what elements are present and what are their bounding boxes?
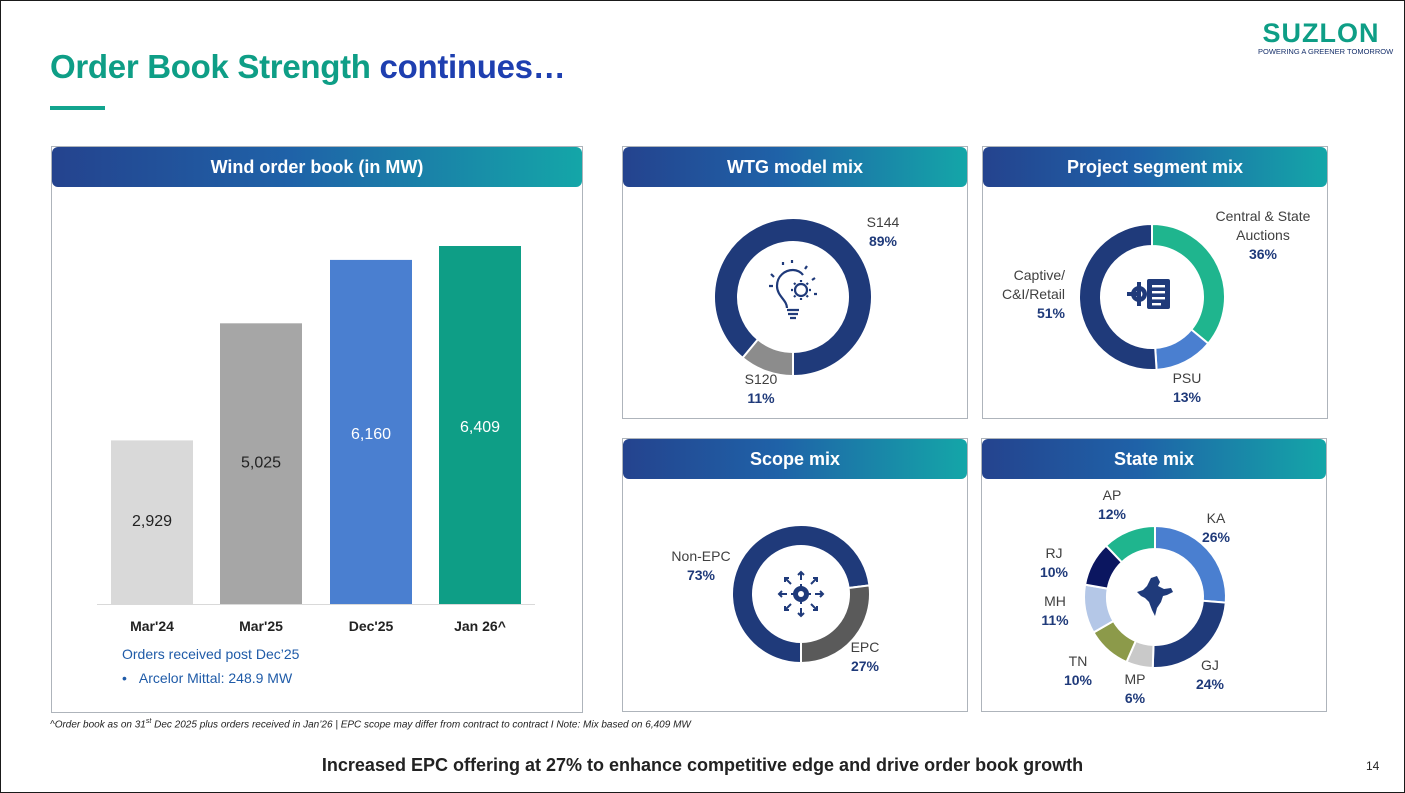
page-number: 14: [1366, 759, 1380, 773]
slice-pct: 6%: [1125, 690, 1146, 706]
gear-arrows-icon: [777, 570, 825, 618]
footnote: ^Order book as on 31st Dec 2025 plus ord…: [50, 718, 691, 730]
slice-pct: 73%: [687, 567, 716, 583]
title-part-1: Order Book Strength: [50, 48, 371, 85]
slice-captive-c-i-retail: [1078, 222, 1158, 371]
page-title: Order Book Strength continues…: [50, 48, 566, 86]
x-tick-label: Mar'25: [239, 618, 283, 634]
slice-label: Central & State: [1216, 208, 1311, 224]
x-tick-label: Mar'24: [130, 618, 174, 634]
suzlon-logo: SUZLON POWERING A GREENER TOMORROW: [1258, 18, 1394, 57]
slice-pct: 24%: [1196, 676, 1225, 692]
bar-dec-25: [330, 259, 412, 604]
footnote-sup: st: [145, 718, 152, 725]
order-book-header: Wind order book (in MW): [52, 147, 582, 187]
india-map-icon: [1137, 576, 1173, 616]
bar-mar-25: [220, 323, 302, 604]
slice-pct: 51%: [1037, 305, 1066, 321]
slice-label: RJ: [1045, 545, 1062, 561]
bullet-icon: •: [122, 670, 127, 686]
slice-pct: 12%: [1098, 506, 1127, 522]
bar-value-label: 6,409: [460, 419, 500, 436]
slice-ap: [1104, 524, 1156, 564]
slice-pct: 11%: [747, 390, 775, 406]
scope-mix-header: Scope mix: [623, 439, 967, 479]
slice-label: S120: [745, 371, 778, 387]
logo-tagline: POWERING A GREENER TOMORROW: [1258, 47, 1394, 56]
slice-pct: 26%: [1202, 529, 1231, 545]
lightbulb-gear-icon: [769, 260, 817, 320]
slice-label: TN: [1069, 653, 1088, 669]
slice-pct: 11%: [1041, 612, 1069, 628]
orders-note-item: • Arcelor Mittal: 248.9 MW: [122, 670, 292, 686]
orders-note-text: Arcelor Mittal: 248.9 MW: [138, 670, 293, 686]
bottom-takeaway: Increased EPC offering at 27% to enhance…: [321, 755, 1084, 775]
slice-non-epc: [731, 524, 871, 665]
slice-label: Auctions: [1236, 227, 1290, 243]
title-underline: [50, 106, 105, 110]
slice-label: PSU: [1173, 370, 1202, 386]
slice-label: Non-EPC: [671, 548, 730, 564]
slice-label: Captive/: [1014, 267, 1065, 283]
project-segment-mix-header: Project segment mix: [983, 147, 1327, 187]
bar-value-label: 5,025: [241, 455, 281, 472]
slice-pct: 10%: [1040, 564, 1069, 580]
slice-label: S144: [867, 214, 900, 230]
slice-label: GJ: [1201, 657, 1219, 673]
slice-s120: [741, 337, 794, 378]
slice-pct: 27%: [851, 658, 880, 674]
title-part-2: continues…: [379, 48, 566, 85]
slice-s144: [713, 217, 873, 378]
slice-label: EPC: [851, 639, 880, 655]
footnote-caret: ^: [50, 719, 55, 731]
gear-document-icon: [1127, 279, 1170, 309]
slice-epc: [800, 584, 871, 665]
bar-value-label: 2,929: [132, 513, 172, 530]
state-mix-panel: State mix: [981, 438, 1327, 712]
bar-jan-26: [439, 246, 521, 604]
slice-pct: 89%: [869, 233, 898, 249]
slice-label: MH: [1044, 593, 1066, 609]
logo-word: SUZLON: [1262, 18, 1380, 48]
footnote-text-b: Dec 2025 plus orders received in Jan’26 …: [151, 719, 691, 731]
orders-note-heading: Orders received post Dec’25: [122, 646, 300, 662]
slice-label: C&I/Retail: [1002, 286, 1065, 302]
slice-label: KA: [1207, 510, 1226, 526]
slice-label: AP: [1103, 487, 1122, 503]
footnote-text-a: Order book as on 31: [54, 719, 146, 731]
bar-value-label: 6,160: [351, 426, 391, 443]
slice-pct: 36%: [1249, 246, 1278, 262]
slice-pct: 10%: [1064, 672, 1093, 688]
x-tick-label: Dec'25: [349, 618, 394, 634]
x-tick-label: Jan 26^: [454, 618, 506, 634]
slice-pct: 13%: [1173, 389, 1202, 405]
slice-label: MP: [1125, 671, 1146, 687]
state-mix-header: State mix: [982, 439, 1326, 479]
wtg-model-mix-header: WTG model mix: [623, 147, 967, 187]
scope-mix-panel: Scope mix: [622, 438, 968, 712]
bar-mar-24: [111, 440, 193, 604]
